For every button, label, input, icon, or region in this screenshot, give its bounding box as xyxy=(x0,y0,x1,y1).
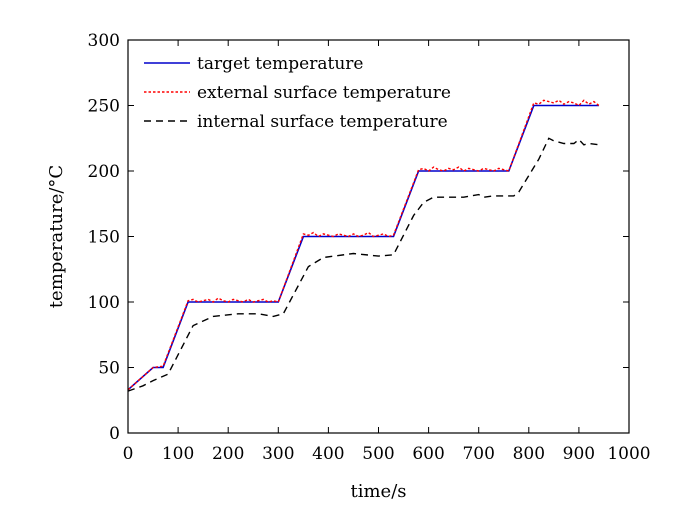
series-layer xyxy=(127,99,600,392)
x-tick-label: 100 xyxy=(162,444,194,464)
x-tick-label: 800 xyxy=(513,444,545,464)
y-tick-label: 50 xyxy=(98,359,120,379)
legend-label-internal: internal surface temperature xyxy=(197,112,448,132)
x-tick-label: 300 xyxy=(262,444,294,464)
x-tick-label: 900 xyxy=(563,444,595,464)
x-tick-label: 700 xyxy=(462,444,494,464)
x-tick-label: 600 xyxy=(412,444,444,464)
x-axis-title: time/s xyxy=(350,481,406,502)
x-tick-label: 200 xyxy=(212,444,244,464)
series-line-target xyxy=(127,104,599,391)
legend: target temperature external surface temp… xyxy=(144,54,451,132)
y-tick-label: 300 xyxy=(88,31,120,51)
series-line-internal xyxy=(127,137,599,392)
y-axis-title: temperature/°C xyxy=(46,165,67,308)
series-line-external xyxy=(127,99,600,391)
y-tick-label: 150 xyxy=(88,228,120,248)
axes-layer: 0 100 200 300 400 500 600 700 800 900 1000 0 50 100 15… xyxy=(88,31,651,464)
legend-label-target: target temperature xyxy=(197,54,363,74)
x-tick-label: 0 xyxy=(123,444,134,464)
x-tick-label: 1000 xyxy=(607,444,650,464)
y-tick-label: 0 xyxy=(109,424,120,444)
x-tick-label: 400 xyxy=(312,444,344,464)
y-tick-label: 200 xyxy=(88,162,120,182)
y-tick-label: 100 xyxy=(88,293,120,313)
x-tick-label: 500 xyxy=(362,444,394,464)
legend-label-external: external surface temperature xyxy=(197,83,451,103)
y-tick-label: 250 xyxy=(88,97,120,117)
